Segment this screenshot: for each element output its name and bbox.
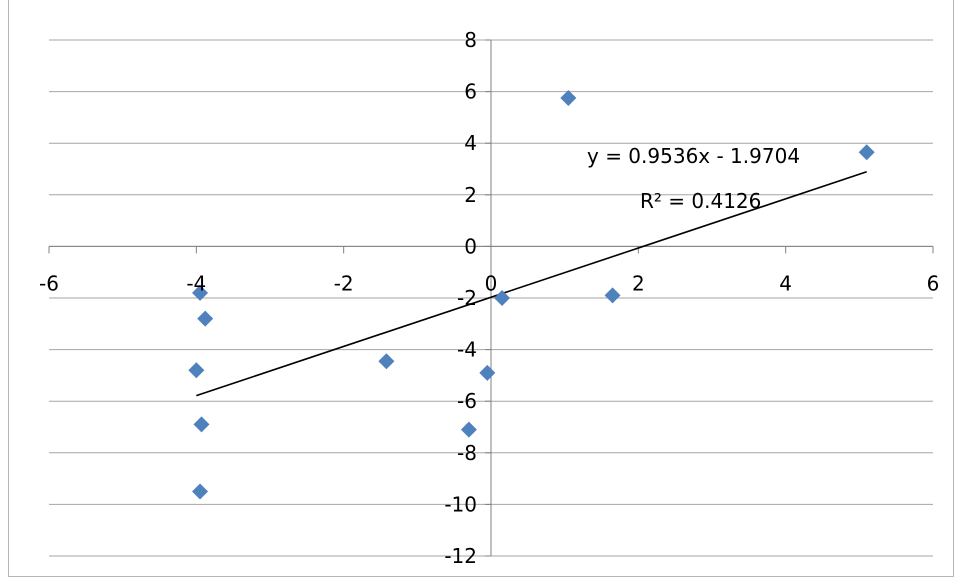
x-tick-label: 4 (779, 271, 792, 295)
data-point (193, 416, 210, 433)
trendline (196, 171, 867, 397)
data-point (192, 483, 209, 500)
data-point (197, 310, 214, 327)
y-tick-label: -6 (457, 389, 477, 413)
trendline-equation: y = 0.9536x - 1.9704 (587, 144, 800, 168)
y-tick-label: 8 (464, 28, 477, 52)
chart-frame (8, 0, 954, 577)
data-point (858, 144, 875, 161)
tick-labels: -6 -4 -2 0 2 4 6 8 6 4 2 0 -2 -4 -6 -8 -10 -12 (39, 28, 939, 568)
x-tick-label: -2 (334, 271, 354, 295)
y-tick-label: -8 (457, 441, 477, 465)
trendline-r-squared: R² = 0.4126 (640, 189, 761, 213)
data-point (192, 284, 209, 301)
y-tick-label: -2 (457, 286, 477, 310)
data-point (378, 353, 395, 370)
y-tick-label: 0 (464, 234, 477, 258)
y-tick-label: -10 (444, 492, 477, 516)
y-tick-label: 2 (464, 183, 477, 207)
data-point (604, 287, 621, 304)
y-tick-label: -12 (444, 544, 477, 568)
y-tick-label: -4 (457, 338, 477, 362)
y-tick-label: 4 (464, 131, 477, 155)
x-tick-label: 0 (485, 271, 498, 295)
data-point (494, 290, 511, 306)
data-point (479, 364, 496, 381)
data-points (188, 90, 875, 500)
data-point (560, 90, 577, 107)
x-tick-label: -4 (186, 271, 206, 295)
data-point (188, 362, 205, 379)
data-point (460, 421, 477, 438)
trendline-group (196, 171, 867, 397)
x-tick-label: 2 (632, 271, 645, 295)
x-tick-label: 6 (927, 271, 940, 295)
x-tick-label: -6 (39, 271, 59, 295)
y-tick-label: 6 (464, 80, 477, 104)
